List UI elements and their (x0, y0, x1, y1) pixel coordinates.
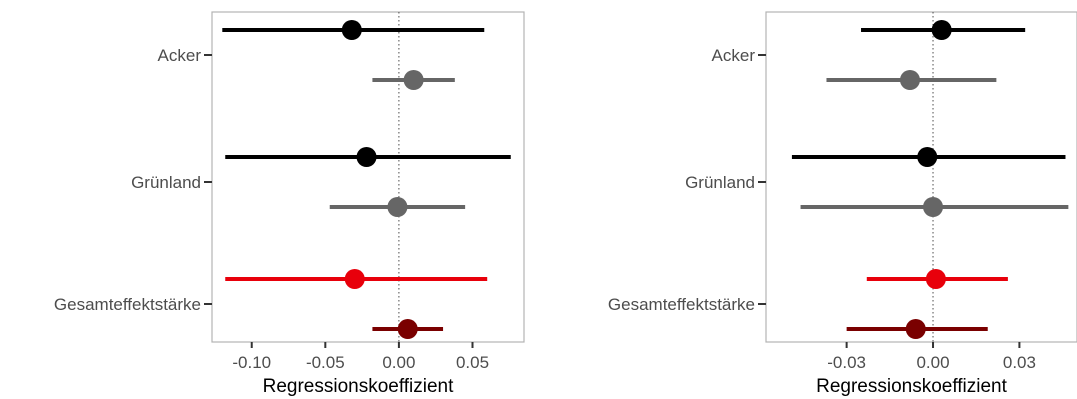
estimate-acker-1 (861, 20, 1026, 40)
x-tick-label: 0.05 (456, 353, 489, 372)
estimate-grnland-2 (329, 197, 466, 217)
y-tick-label: Acker (712, 46, 756, 65)
point-estimate-marker (899, 70, 920, 90)
x-tick-label: -0.05 (306, 353, 345, 372)
point-estimate-marker (923, 197, 944, 217)
estimate-grnland-1 (225, 147, 511, 167)
point-estimate-marker (403, 70, 424, 90)
point-estimate-marker (344, 269, 365, 289)
estimate-gesamteffektstrke-1 (866, 269, 1008, 289)
forest-panel-2: Acker Grünland Gesamteffektstärke -0.03 0.00… (608, 11, 1077, 397)
point-estimate-marker (397, 319, 418, 339)
point-estimate-marker (905, 319, 926, 339)
estimate-gesamteffektstrke-1 (225, 269, 488, 289)
x-tick-label: 0.03 (1003, 353, 1036, 372)
x-tick-label: -0.10 (232, 353, 271, 372)
point-estimate-marker (341, 20, 362, 40)
estimate-acker-2 (826, 70, 997, 90)
point-estimate-marker (387, 197, 408, 217)
estimate-acker-2 (372, 70, 455, 90)
point-estimate-marker (356, 147, 377, 167)
estimate-grnland-1 (791, 147, 1066, 167)
y-tick-label: Gesamteffektstärke (608, 295, 755, 314)
y-tick-label: Grünland (131, 173, 201, 192)
point-estimate-marker (917, 147, 938, 167)
x-tick-label: -0.03 (827, 353, 866, 372)
y-tick-label: Acker (158, 46, 202, 65)
x-tick-label: 0.00 (916, 353, 949, 372)
x-axis-title: Regressionskoeffizient (816, 376, 1008, 397)
estimate-grnland-2 (800, 197, 1069, 217)
y-tick-label: Grünland (685, 173, 755, 192)
estimate-gesamteffektstrke-2 (846, 319, 988, 339)
y-tick-label: Gesamteffektstärke (54, 295, 201, 314)
estimate-gesamteffektstrke-2 (372, 319, 444, 339)
panel-border (211, 11, 525, 343)
point-estimate-marker (925, 269, 946, 289)
panel-border (765, 11, 1077, 343)
estimate-acker-1 (222, 20, 485, 40)
x-tick-label: 0.00 (382, 353, 415, 372)
point-estimate-marker (931, 20, 952, 40)
x-axis-title: Regressionskoeffizient (263, 376, 455, 397)
forest-panel-1: Acker Grünland Gesamteffektstärke -0.10 -0.0… (54, 11, 525, 397)
